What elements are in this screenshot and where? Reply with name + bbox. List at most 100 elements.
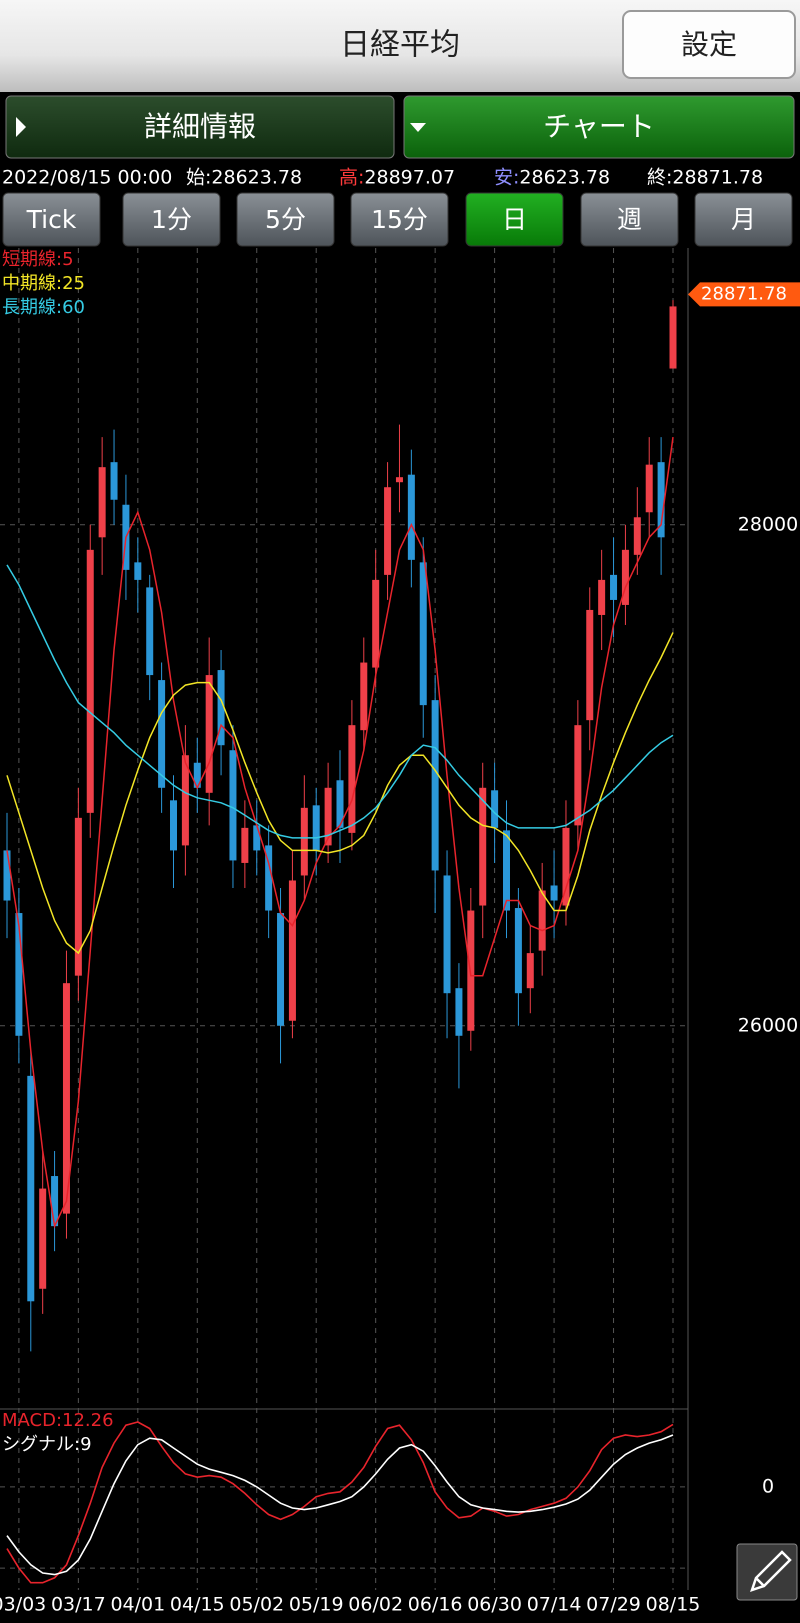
x-tick-label: 06/30	[467, 1594, 522, 1616]
candle-body	[170, 800, 177, 851]
candle-body	[265, 845, 273, 911]
legend-entry: 中期線:25	[2, 273, 85, 294]
candle-body	[455, 988, 463, 1036]
pencil-icon	[750, 1550, 792, 1592]
candle-body	[621, 549, 629, 605]
candle-body	[669, 306, 677, 369]
candle-body	[27, 1075, 35, 1302]
candle-body	[586, 609, 594, 721]
interval-button[interactable]	[122, 192, 221, 247]
info-value: 28623.78	[519, 167, 610, 189]
candle-body	[110, 462, 118, 500]
price-tag	[688, 282, 800, 307]
interval-button[interactable]	[236, 192, 335, 247]
y-tick-label: 0	[762, 1475, 774, 1497]
interval-label: Tick	[26, 205, 77, 234]
candle-body	[74, 817, 82, 976]
settings-label: 設定	[681, 28, 737, 61]
candle-body	[336, 780, 344, 828]
candle-body	[3, 850, 11, 901]
candle-body	[431, 700, 439, 871]
x-tick-label: 05/02	[229, 1594, 284, 1616]
settings-button[interactable]	[622, 10, 796, 79]
x-tick-label: 03/17	[51, 1594, 106, 1616]
info-label: 始:	[186, 167, 211, 189]
x-tick-label: 03/03	[0, 1594, 46, 1616]
candle-body	[146, 587, 154, 676]
candle-body	[491, 790, 499, 828]
interval-label: 月	[731, 205, 756, 234]
series-line	[6, 1421, 674, 1584]
info-label: 安:	[494, 167, 519, 189]
candle-body	[277, 913, 285, 1026]
interval-label: 15分	[371, 205, 428, 234]
x-tick-label: 07/14	[527, 1594, 582, 1616]
candle-body	[395, 477, 403, 483]
tab-label: チャート	[543, 110, 655, 143]
candle-body	[645, 464, 653, 513]
interval-button[interactable]	[465, 192, 564, 247]
tab-arrow	[16, 117, 26, 137]
interval-button[interactable]	[694, 192, 793, 247]
interval-button[interactable]	[2, 192, 101, 247]
chart-tab[interactable]	[403, 95, 795, 159]
interval-label: 5分	[265, 205, 306, 234]
candle-body	[514, 908, 522, 994]
moving-average-line	[6, 564, 674, 839]
candle-body	[574, 725, 582, 826]
moving-average-line	[6, 436, 674, 1229]
candle-body	[657, 462, 665, 538]
candle-body	[407, 474, 415, 560]
candle-body	[562, 827, 570, 906]
candle-body	[324, 787, 332, 846]
candle-body	[205, 675, 213, 793]
candle-body	[538, 890, 546, 951]
candle-body	[288, 880, 296, 1021]
info-label: 終:	[647, 167, 672, 189]
candle-body	[51, 1176, 59, 1227]
candle-body	[181, 755, 189, 846]
draw-button[interactable]	[736, 1543, 798, 1601]
candle-body	[134, 562, 142, 580]
y-tick-label: 28000	[738, 513, 798, 535]
candle-body	[312, 805, 320, 851]
candle-body	[348, 725, 356, 833]
interval-button[interactable]	[350, 192, 449, 247]
series-line	[6, 1434, 674, 1576]
interval-label: 1分	[151, 205, 192, 234]
moving-average-line	[6, 632, 674, 955]
candle-body	[550, 885, 558, 901]
x-tick-label: 04/15	[170, 1594, 225, 1616]
candle-body	[372, 579, 380, 668]
tab-label: 詳細情報	[144, 110, 256, 143]
candle-body	[610, 574, 618, 600]
candle-body	[229, 750, 237, 861]
candle-body	[193, 762, 201, 788]
candle-body	[86, 549, 94, 813]
candle-body	[241, 827, 249, 863]
x-tick-label: 06/16	[408, 1594, 463, 1616]
x-tick-label: 05/19	[289, 1594, 344, 1616]
candle-body	[526, 953, 534, 989]
candle-body	[443, 875, 451, 994]
x-tick-label: 07/29	[586, 1594, 641, 1616]
interval-button[interactable]	[580, 192, 679, 247]
candle-body	[98, 467, 106, 538]
candle-body	[419, 562, 427, 706]
candle-body	[62, 983, 70, 1214]
legend-entry: シグナル:9	[2, 1434, 92, 1455]
x-tick-label: 06/02	[348, 1594, 403, 1616]
detail-tab[interactable]	[5, 95, 395, 159]
interval-label: 日	[502, 205, 527, 234]
tab-arrow	[410, 123, 426, 132]
candle-body	[384, 487, 392, 575]
candle-body	[253, 825, 261, 851]
header-title: 日経平均	[340, 28, 460, 63]
info-label: 高:	[339, 167, 364, 189]
candle-body	[39, 1188, 47, 1289]
legend-entry: 長期線:60	[2, 297, 85, 318]
candle-body	[479, 787, 487, 906]
info-value: 28897.07	[364, 167, 455, 189]
legend-entry: MACD:12.26	[2, 1410, 114, 1431]
